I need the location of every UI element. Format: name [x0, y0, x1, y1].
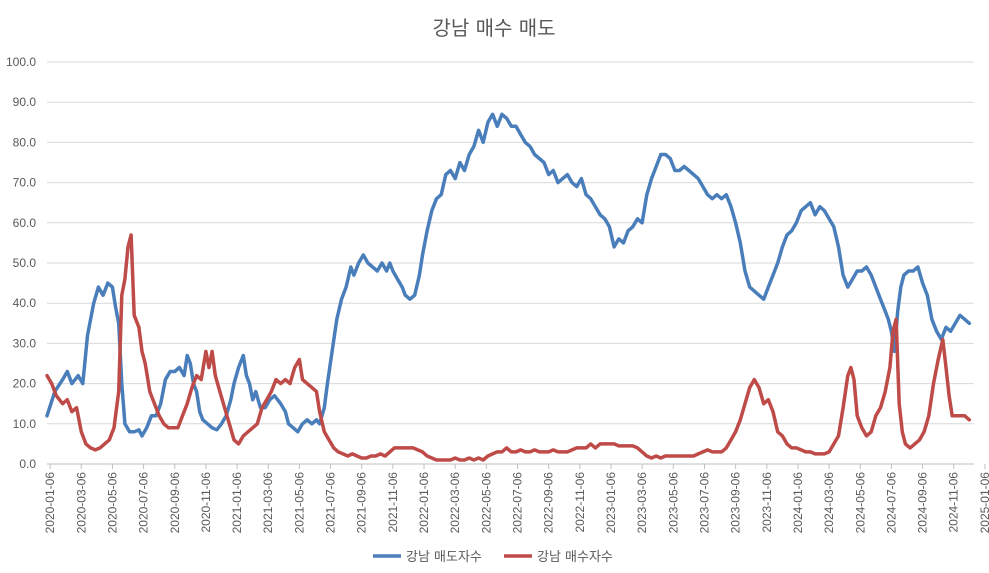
x-tick-label: 2020-03-06 — [74, 472, 88, 534]
y-tick-label: 30.0 — [13, 336, 37, 350]
x-tick-label: 2023-11-06 — [760, 472, 774, 533]
x-tick-label: 2020-09-06 — [168, 472, 182, 534]
y-tick-label: 100.0 — [6, 55, 36, 69]
x-tick-label: 2022-01-06 — [417, 472, 431, 534]
x-tick-label: 2021-05-06 — [292, 472, 306, 534]
x-tick-label: 2025-01-06 — [978, 472, 989, 534]
y-axis: 0.0 10.0 20.0 30.0 40.0 50.0 60.0 70.0 80.0 90.0 1… — [6, 55, 36, 471]
y-tick-label: 10.0 — [13, 417, 37, 431]
x-tick-label: 2021-07-06 — [324, 472, 338, 534]
x-tick-label: 2021-09-06 — [355, 472, 369, 534]
y-tick-label: 80.0 — [13, 135, 37, 149]
y-tick-label: 60.0 — [13, 216, 37, 230]
x-tick-label: 2024-11-06 — [947, 472, 961, 533]
y-tick-label: 70.0 — [13, 176, 37, 190]
x-tick-label: 2024-05-06 — [853, 472, 867, 534]
x-tick-label: 2023-07-06 — [697, 472, 711, 534]
legend: 강남 매도자수 강남 매수자수 — [373, 550, 613, 565]
x-tick-label: 2023-01-06 — [604, 472, 618, 534]
series-line-sellers — [45, 112, 972, 438]
x-tick-label: 2023-05-06 — [666, 472, 680, 534]
x-tick-label: 2024-07-06 — [884, 472, 898, 534]
grid-layer — [47, 61, 974, 465]
x-tick-label: 2022-09-06 — [542, 472, 556, 534]
series-line-buyers — [45, 233, 972, 462]
y-tick-label: 20.0 — [13, 377, 37, 391]
x-tick-label: 2022-05-06 — [479, 472, 493, 534]
x-tick-label: 2024-01-06 — [791, 472, 805, 534]
x-tick-label: 2020-11-06 — [199, 472, 213, 533]
y-tick-label: 50.0 — [13, 256, 37, 270]
x-tick-label: 2022-11-06 — [573, 472, 587, 533]
legend-label: 강남 매도자수 — [406, 550, 482, 565]
x-axis: 2020-01-06 2020-03-06 2020-05-06 2020-07-06… — [43, 464, 989, 533]
x-tick-label: 2021-03-06 — [261, 472, 275, 534]
x-tick-label: 2024-09-06 — [916, 472, 930, 534]
series-layer — [45, 112, 972, 462]
chart-title: 강남 매수 매도 — [432, 16, 555, 40]
x-tick-label: 2020-05-06 — [105, 472, 119, 534]
x-tick-label: 2021-11-06 — [386, 472, 400, 533]
x-tick-label: 2021-01-06 — [230, 472, 244, 534]
legend-label: 강남 매수자수 — [537, 550, 613, 565]
y-tick-label: 40.0 — [13, 296, 37, 310]
x-tick-label: 2022-07-06 — [511, 472, 525, 534]
x-tick-label: 2023-09-06 — [729, 472, 743, 534]
x-tick-label: 2024-03-06 — [822, 472, 836, 534]
x-tick-label: 2023-03-06 — [635, 472, 649, 534]
x-tick-label: 2020-07-06 — [137, 472, 151, 534]
y-tick-label: 0.0 — [19, 457, 36, 471]
x-tick-label: 2020-01-06 — [43, 472, 57, 534]
y-tick-label: 90.0 — [13, 95, 37, 109]
x-tick-label: 2022-03-06 — [448, 472, 462, 534]
